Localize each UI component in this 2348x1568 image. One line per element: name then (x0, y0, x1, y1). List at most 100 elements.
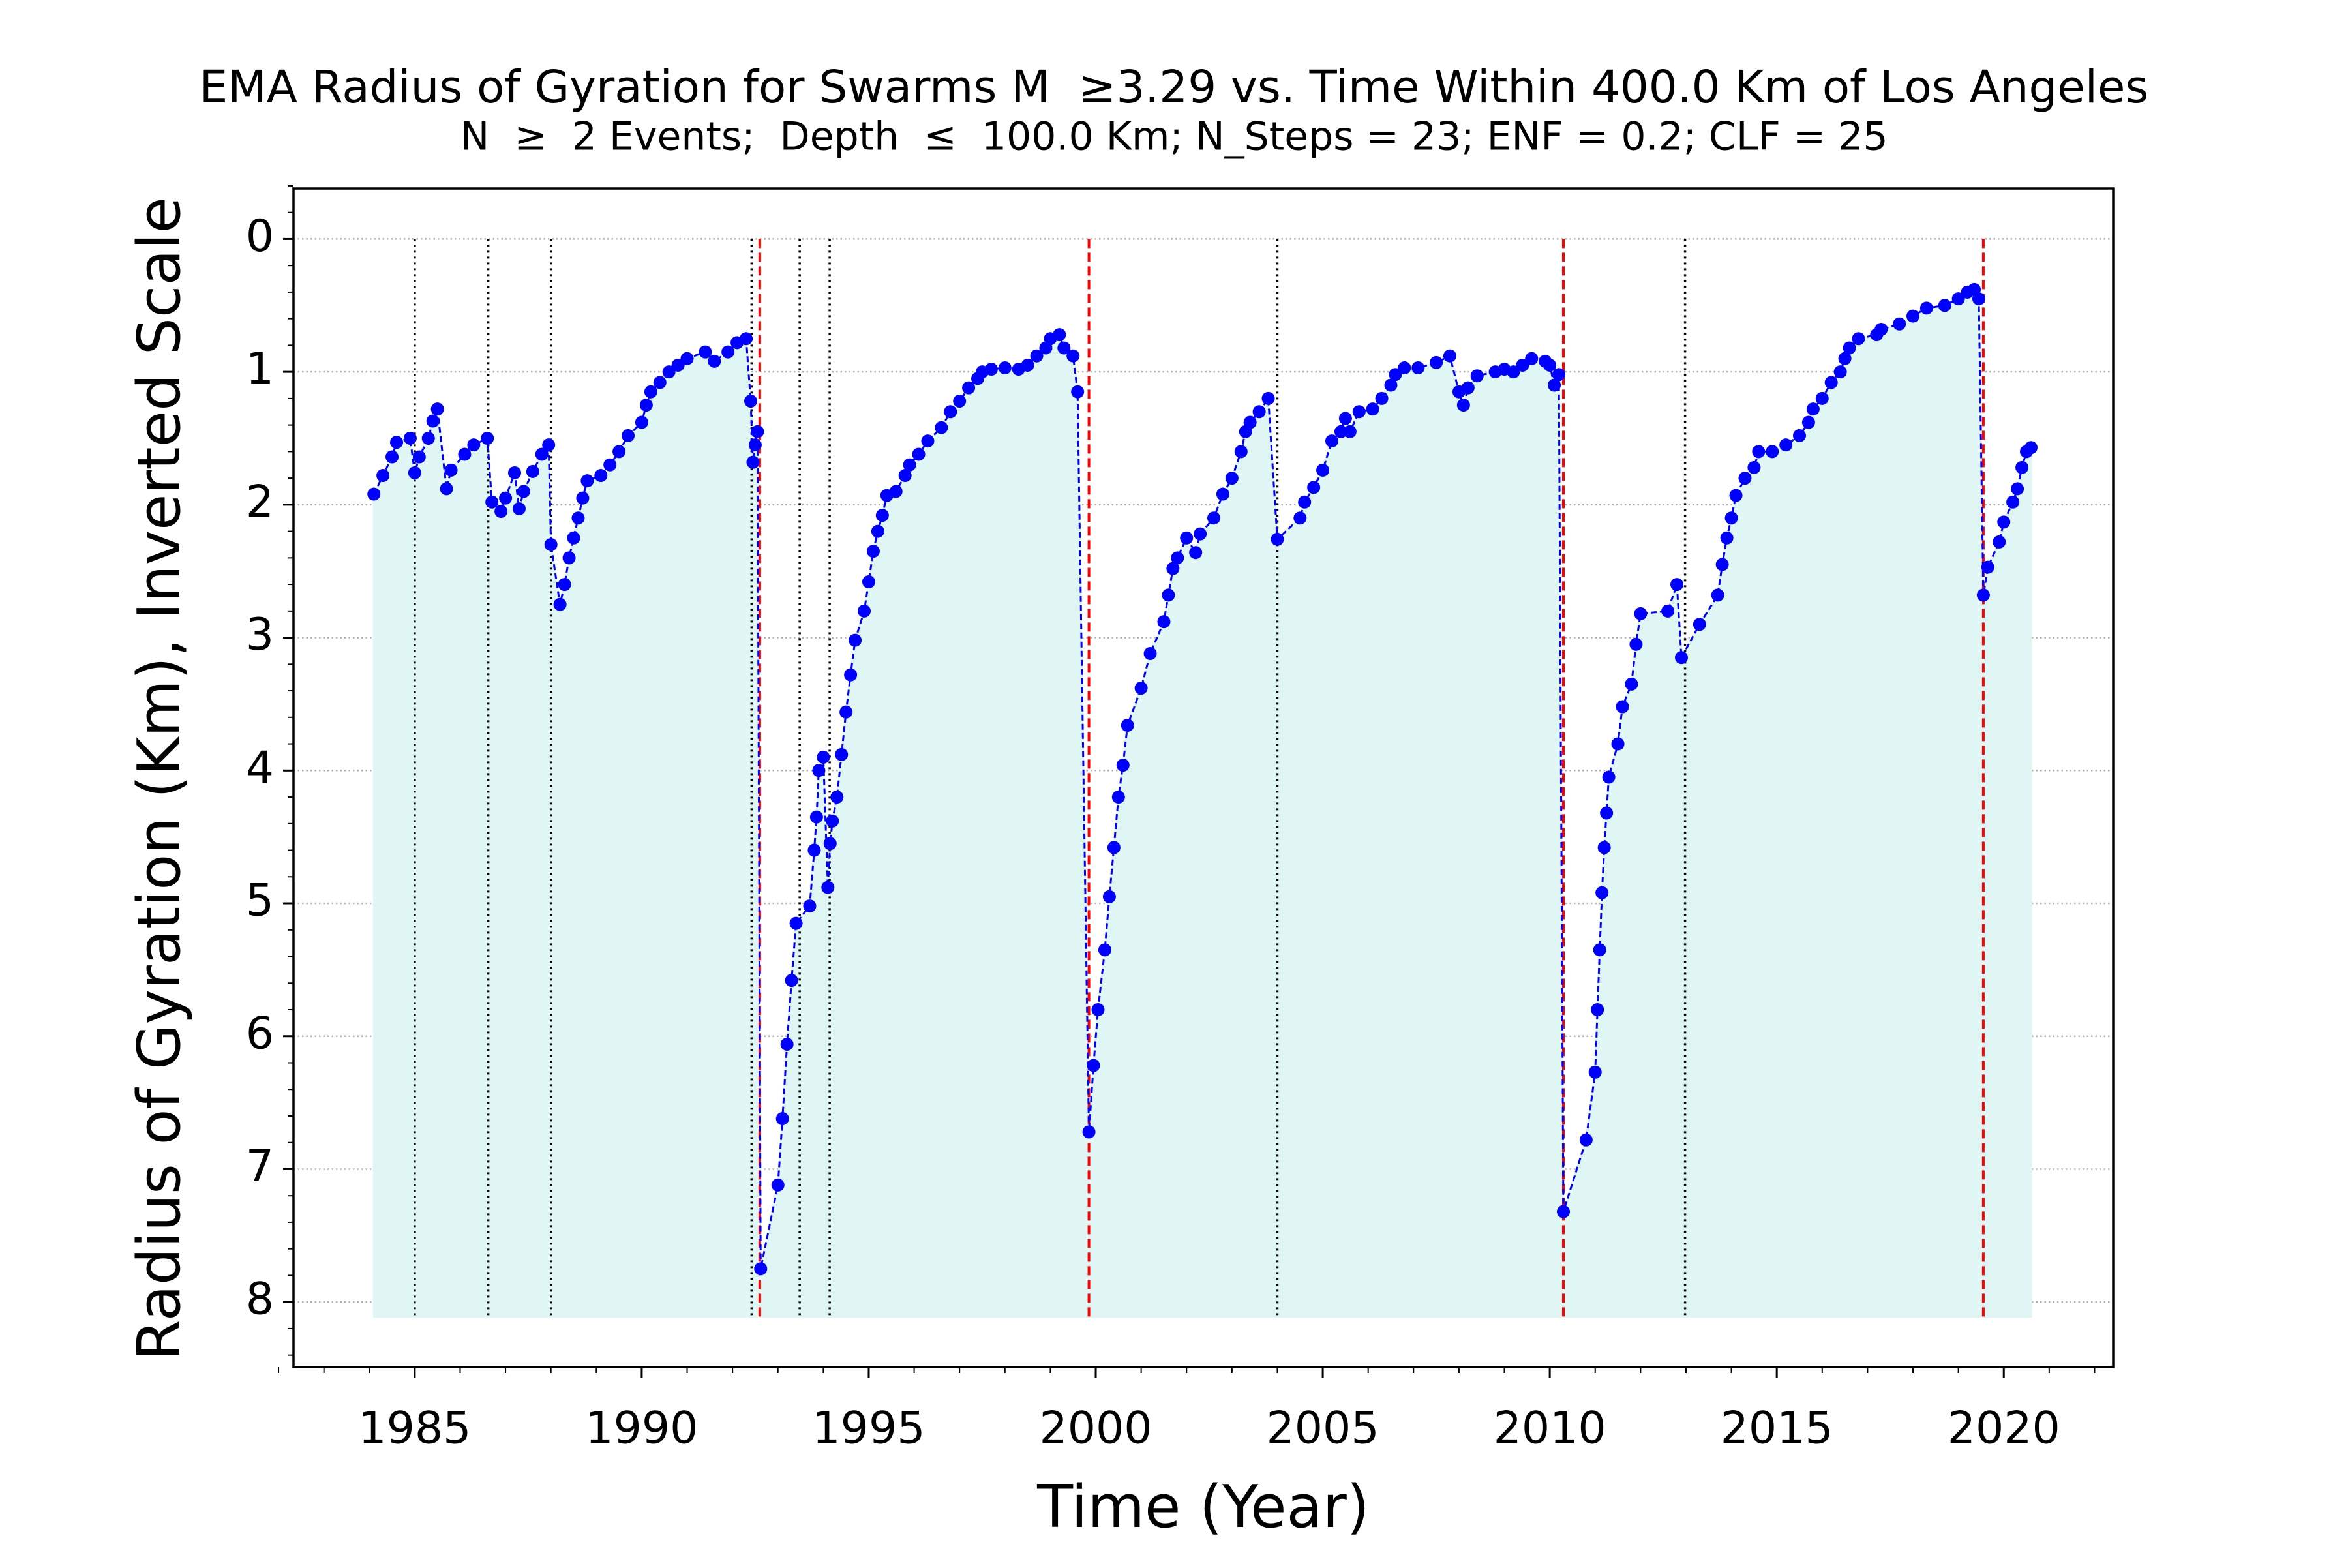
data-point (1720, 531, 1734, 545)
data-point (1525, 352, 1539, 365)
data-point (1293, 511, 1307, 525)
y-tick-label: 5 (246, 875, 274, 927)
data-point (1543, 358, 1557, 372)
data-point (826, 814, 839, 828)
data-point (1325, 434, 1338, 448)
data-point (812, 764, 826, 777)
data-point (858, 604, 871, 618)
data-point (542, 438, 556, 452)
data-point (1906, 309, 1920, 323)
data-point (751, 425, 764, 438)
y-tick-label: 7 (246, 1141, 274, 1192)
data-point (1552, 368, 1566, 382)
data-point (1779, 438, 1793, 452)
data-point (849, 633, 862, 647)
y-tick-label: 6 (246, 1008, 274, 1059)
data-point (635, 415, 648, 429)
data-point (1711, 588, 1724, 602)
data-point (1602, 770, 1616, 784)
data-point (544, 537, 558, 551)
data-point (412, 450, 426, 464)
x-axis-label: Time (Year) (1036, 1473, 1370, 1541)
data-point (1557, 1205, 1571, 1218)
data-point (771, 1178, 785, 1192)
data-point (1338, 412, 1352, 425)
data-point (1919, 301, 1933, 315)
data-point (1166, 562, 1180, 575)
data-point (1157, 615, 1171, 629)
data-point (935, 421, 948, 434)
data-point (1053, 328, 1066, 342)
data-point (1806, 402, 1820, 416)
data-point (1852, 332, 1865, 346)
plot-frame (292, 187, 2115, 1368)
data-point (612, 445, 626, 459)
data-point (1116, 759, 1130, 772)
data-point (1724, 511, 1738, 525)
data-point (1102, 890, 1116, 903)
data-point (839, 705, 853, 719)
data-point (639, 399, 653, 412)
data-point (1670, 578, 1684, 592)
data-point (1461, 381, 1475, 395)
data-point (817, 750, 830, 764)
data-point (644, 385, 657, 399)
data-point (1366, 402, 1379, 416)
data-point (1951, 292, 1965, 306)
data-point (1134, 681, 1148, 695)
data-point (376, 469, 390, 483)
data-point (1593, 943, 1606, 957)
data-point (1098, 943, 1111, 957)
data-point (576, 491, 590, 505)
data-point (1207, 511, 1221, 525)
data-point (1430, 355, 1443, 369)
data-point (1243, 415, 1257, 429)
data-point (1600, 806, 1614, 820)
data-point (1307, 481, 1321, 494)
data-point (809, 810, 823, 824)
data-point (1634, 607, 1648, 620)
data-point (430, 402, 444, 416)
x-tick-label: 2000 (1039, 1403, 1152, 1455)
data-point (403, 431, 417, 445)
data-point (1976, 588, 1990, 602)
data-point (875, 509, 889, 522)
data-point (998, 361, 1012, 375)
data-point (1597, 841, 1611, 854)
x-tick-label: 1995 (812, 1403, 925, 1455)
data-point (1194, 527, 1207, 541)
data-point (603, 458, 617, 472)
data-point (2011, 482, 2024, 496)
data-point (1030, 349, 1044, 363)
x-tick-label: 2010 (1494, 1403, 1606, 1455)
data-point (1225, 472, 1239, 485)
data-point (1375, 391, 1389, 405)
x-tick-label: 2020 (1948, 1403, 2060, 1455)
data-point (1874, 322, 1888, 336)
data-point (984, 363, 998, 376)
data-point (426, 414, 440, 428)
y-tick-label: 4 (246, 742, 274, 794)
data-point (789, 916, 803, 930)
y-axis-label: Radius of Gyration (Km), Inverted Scale (125, 197, 194, 1361)
x-tick-label: 1990 (585, 1403, 698, 1455)
data-point (553, 597, 567, 611)
data-point (2006, 495, 2020, 509)
data-point (1334, 425, 1347, 438)
data-point (807, 843, 821, 857)
x-tick-label: 2005 (1267, 1403, 1379, 1455)
data-point (1343, 425, 1357, 438)
data-point (499, 491, 513, 505)
data-point (740, 332, 753, 346)
data-point (708, 354, 721, 368)
data-point (1091, 1003, 1105, 1016)
data-point (889, 485, 903, 498)
chart-title: EMA Radius of Gyration for Swarms M ≥3.2… (200, 61, 2149, 113)
data-point (748, 438, 762, 452)
data-point (1456, 399, 1470, 412)
data-point (1071, 385, 1085, 399)
data-point (953, 394, 967, 408)
data-point (1252, 405, 1266, 419)
data-point (785, 974, 798, 988)
